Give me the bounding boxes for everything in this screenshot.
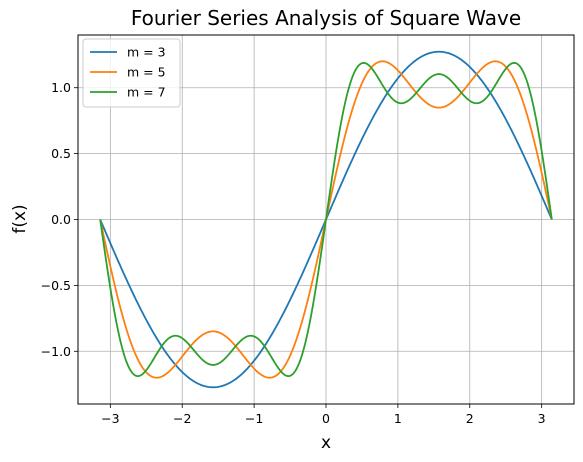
y-axis-label: f(x) <box>10 204 30 233</box>
series-lines <box>99 50 553 389</box>
legend: m = 3 m = 5 m = 7 <box>82 38 181 108</box>
y-tick-label: 0.0 <box>51 212 71 227</box>
x-tick-label: 2 <box>466 411 474 426</box>
x-tick-label: −2 <box>173 411 191 426</box>
y-axis-ticks: −1.0 −0.5 0.0 0.5 1.0 <box>41 80 78 359</box>
y-tick-label: 0.5 <box>51 146 71 161</box>
chart-title: Fourier Series Analysis of Square Wave <box>131 6 521 30</box>
x-axis-label: x <box>321 433 331 453</box>
legend-box <box>82 38 181 108</box>
y-tick-label: −0.5 <box>41 278 71 293</box>
legend-label: m = 5 <box>127 65 166 80</box>
x-tick-label: 1 <box>394 411 402 426</box>
y-tick-label: −1.0 <box>41 344 71 359</box>
x-tick-label: −1 <box>245 411 263 426</box>
legend-label: m = 3 <box>127 45 166 60</box>
x-axis-ticks: −3 −2 −1 0 1 2 3 <box>101 404 546 426</box>
x-tick-label: −3 <box>101 411 119 426</box>
series-line-3 <box>99 62 553 377</box>
x-tick-label: 0 <box>322 411 330 426</box>
x-tick-label: 3 <box>538 411 546 426</box>
legend-label: m = 7 <box>127 85 166 100</box>
y-tick-label: 1.0 <box>51 80 71 95</box>
